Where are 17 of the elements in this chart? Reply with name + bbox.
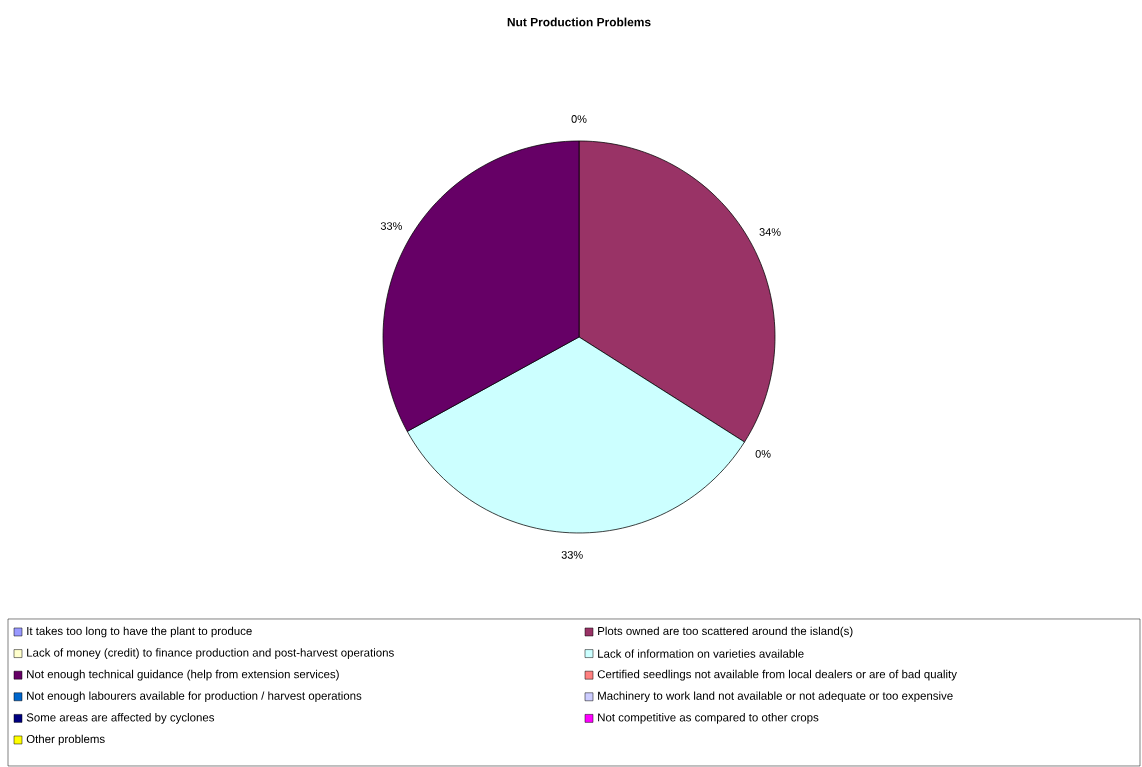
legend-label: Not enough labourers available for production / harvest operations (27, 691, 362, 703)
legend-label: Plots owned are too scattered around the island(s) (598, 626, 853, 638)
data-label: 33% (380, 222, 402, 230)
data-label: 34% (759, 228, 781, 236)
legend-label: Some areas are affected by cyclones (26, 713, 215, 724)
legend-label: Not enough technical guidance (help from extension services) (27, 669, 339, 681)
legend-label: Not competitive as compared to other crops (598, 713, 819, 724)
legend-label: It takes too long to have the plant to produce (27, 626, 252, 638)
legend-label: Other problems (26, 734, 105, 746)
legend-label: Lack of information on varieties available (598, 649, 804, 658)
text: 0% (755, 449, 771, 458)
data-label: 33% (561, 551, 583, 559)
legend-label: Lack of money (credit) to finance production and post-harvest operations (27, 648, 394, 659)
text: 0% (571, 115, 587, 123)
chart-title: Nut Production Problems (507, 17, 651, 27)
legend-label: Machinery to work land not available or not adequate or too expensive (598, 691, 953, 703)
legend-label: Certified seedlings not available from local dealers or are of bad quality (597, 669, 957, 681)
